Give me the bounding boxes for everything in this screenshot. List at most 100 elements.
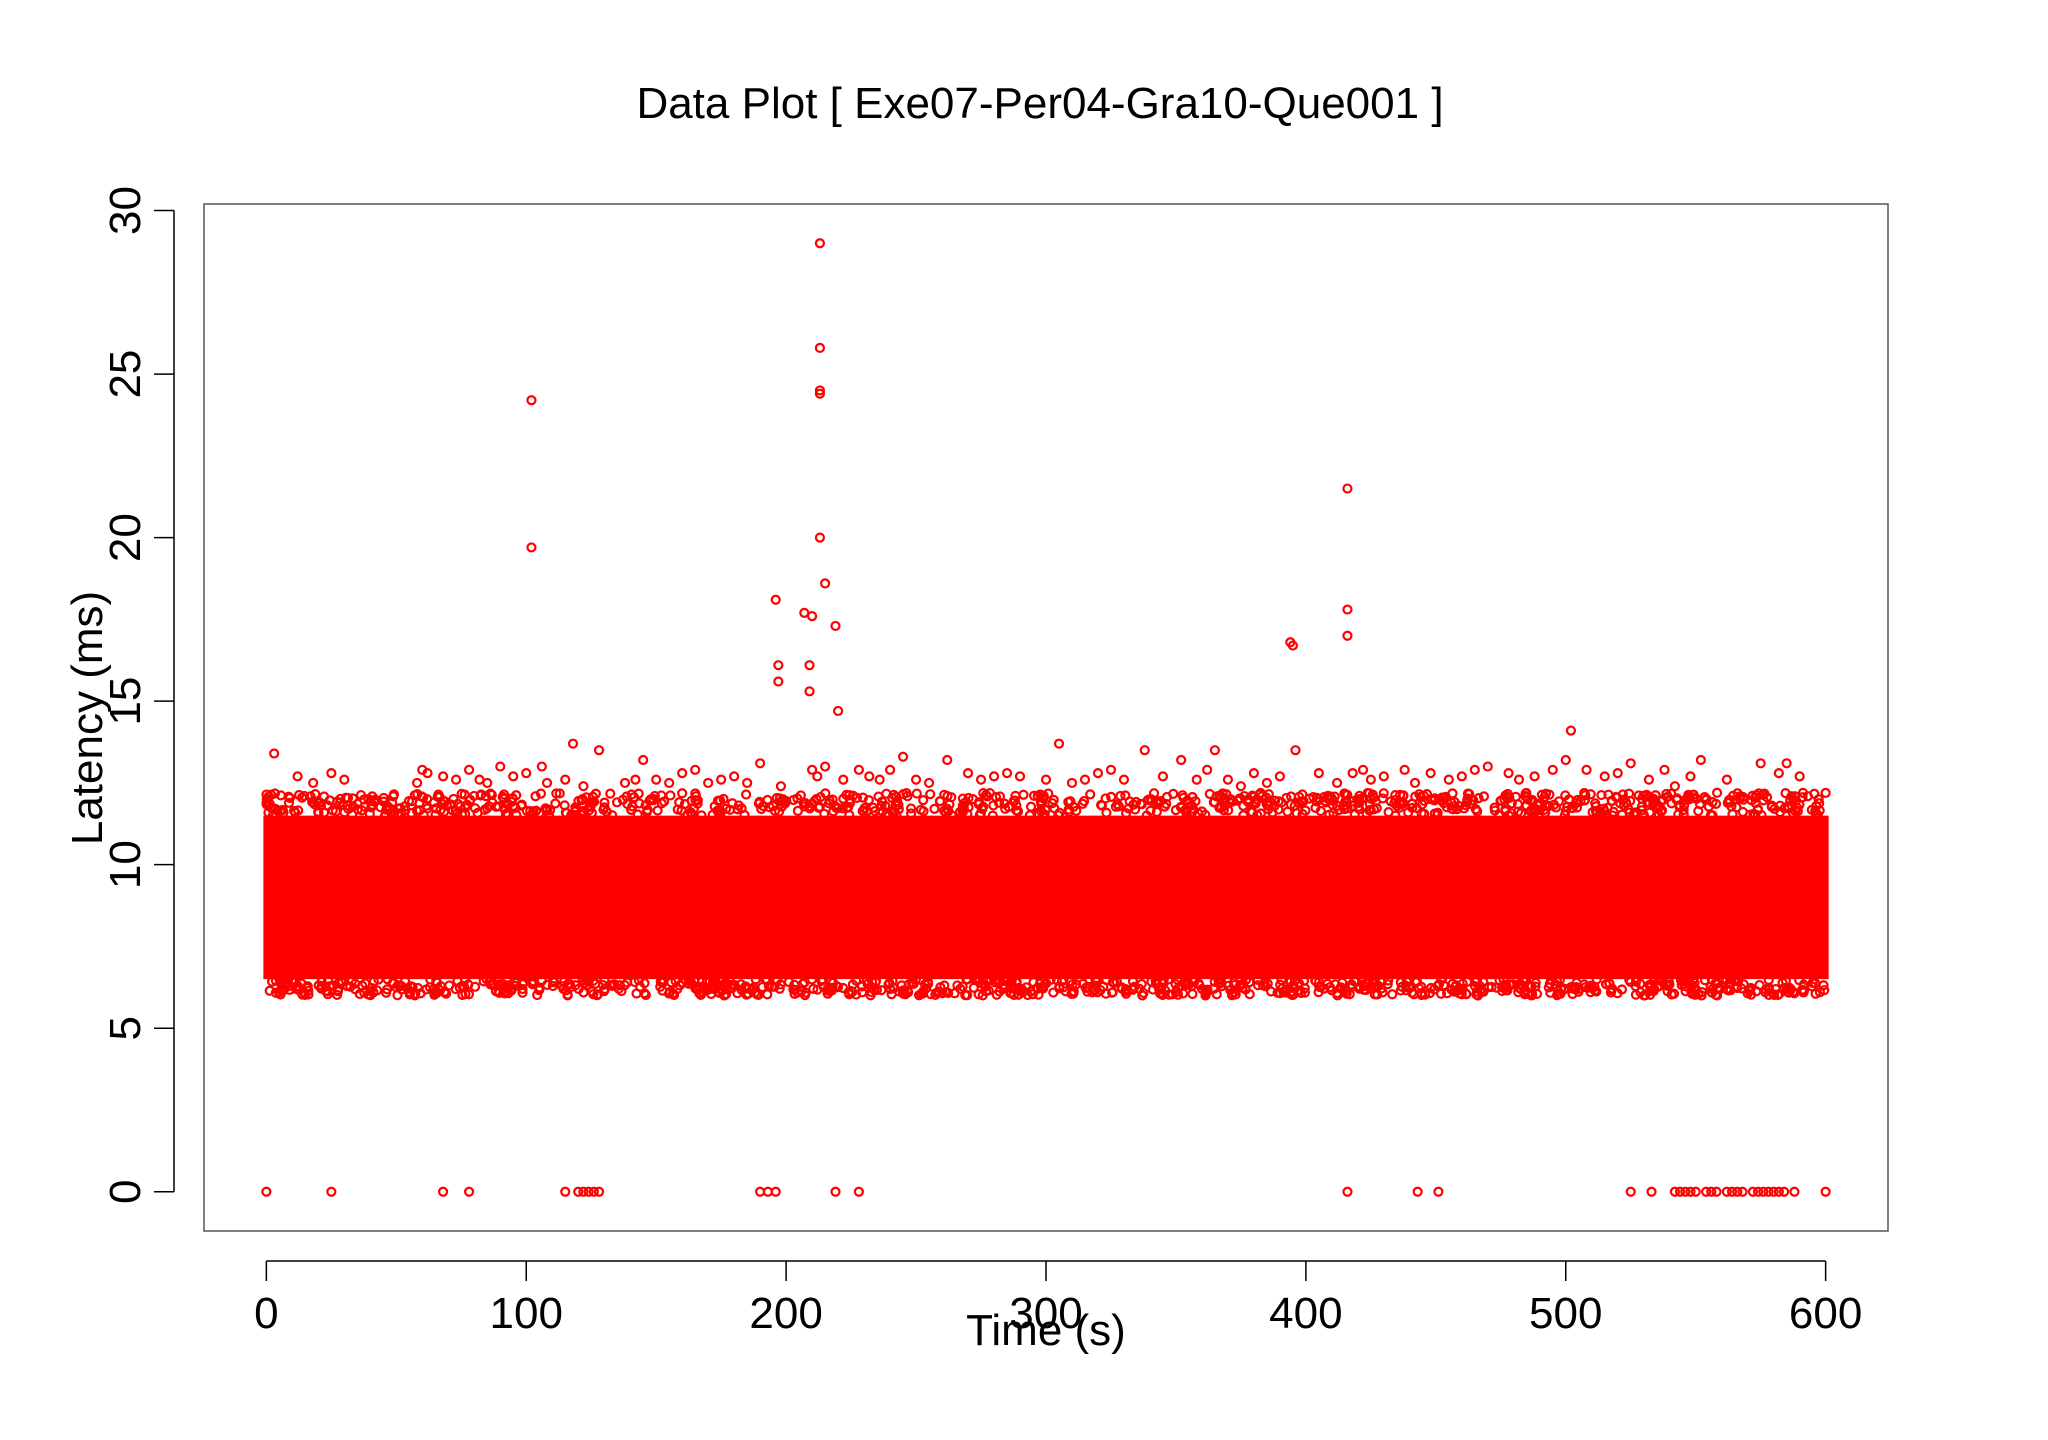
band-fringe-point xyxy=(1763,989,1774,1000)
band-fringe-point xyxy=(1158,978,1169,989)
band-fringe-point xyxy=(1462,788,1474,799)
band-fringe-point xyxy=(1476,986,1487,997)
data-point xyxy=(1773,768,1784,779)
band-fringe-point xyxy=(527,977,538,989)
data-point xyxy=(1105,764,1117,775)
band-fringe-point xyxy=(1596,809,1607,820)
band-fringe-point xyxy=(1580,790,1591,801)
band-fringe-point xyxy=(415,988,426,999)
band-fringe-point xyxy=(483,801,495,812)
band-fringe-point xyxy=(1813,794,1824,805)
band-fringe-point xyxy=(851,792,863,803)
band-fringe-point xyxy=(876,800,887,811)
data-point xyxy=(1313,768,1324,779)
data-point xyxy=(1399,764,1410,775)
band-fringe-point xyxy=(822,988,833,999)
band-fringe-point xyxy=(1354,804,1365,815)
data-point xyxy=(1513,774,1525,785)
scatter-points xyxy=(261,238,1831,1197)
band-fringe-point xyxy=(554,788,565,799)
band-fringe-point xyxy=(1617,789,1629,800)
band-fringe-point xyxy=(648,795,659,806)
band-fringe-point xyxy=(1551,990,1563,1001)
band-fringe-point xyxy=(1240,984,1251,995)
data-point xyxy=(1176,754,1187,766)
band-fringe-point xyxy=(548,975,559,986)
band-fringe-point xyxy=(998,979,1009,991)
plot-frame xyxy=(203,203,1889,1232)
band-fringe-point xyxy=(1452,985,1464,996)
band-fringe-point xyxy=(946,792,957,803)
band-fringe-point xyxy=(349,984,361,995)
band-fringe-point xyxy=(682,809,693,820)
band-fringe-point xyxy=(817,975,829,986)
data-point xyxy=(1235,781,1247,792)
band-fringe-point xyxy=(587,791,598,802)
band-fringe-point xyxy=(1419,808,1430,819)
band-fringe-point xyxy=(905,808,917,819)
band-fringe-point xyxy=(313,808,324,819)
x-axis-label: Time (s) xyxy=(966,1306,1126,1355)
data-point xyxy=(1014,771,1026,782)
data-point xyxy=(437,1186,449,1197)
band-fringe-point xyxy=(641,806,652,817)
band-fringe-point xyxy=(278,984,289,996)
band-fringe-point xyxy=(626,804,637,816)
band-fringe-point xyxy=(975,808,986,819)
band-fringe-point xyxy=(634,798,645,809)
band-fringe-point xyxy=(1228,977,1240,988)
band-fringe-point xyxy=(340,792,352,803)
band-fringe-point xyxy=(1763,974,1774,986)
band-fringe-point xyxy=(1296,796,1307,807)
data-point xyxy=(261,1186,272,1197)
band-fringe-point xyxy=(789,979,800,990)
band-fringe-point xyxy=(359,987,370,998)
band-fringe-point xyxy=(297,989,308,1000)
data-point xyxy=(1342,604,1353,615)
band-fringe-point xyxy=(1724,978,1735,989)
band-fringe-point xyxy=(1416,981,1427,992)
data-point xyxy=(1118,774,1130,785)
band-fringe-point xyxy=(955,983,966,994)
band-fringe-point xyxy=(925,789,936,800)
band-fringe-point xyxy=(863,795,874,806)
band-fringe-point xyxy=(1532,798,1543,810)
band-fringe-point xyxy=(1615,798,1626,809)
band-fringe-point xyxy=(1066,988,1077,999)
band-fringe-point xyxy=(392,990,403,1001)
band-fringe-point xyxy=(1378,788,1389,799)
band-fringe-point xyxy=(1193,978,1204,989)
band-fringe-point xyxy=(736,803,747,814)
band-fringe-point xyxy=(395,802,406,814)
band-fringe-point xyxy=(1812,809,1823,820)
band-fringe-point xyxy=(1167,989,1178,1000)
band-fringe-point xyxy=(562,989,573,1000)
band-fringe-point xyxy=(1600,979,1612,990)
data-point xyxy=(690,764,701,775)
data-point xyxy=(1773,1186,1784,1197)
band-fringe-point xyxy=(911,788,922,799)
data-point xyxy=(578,1186,589,1197)
band-fringe-point xyxy=(1211,989,1222,1000)
band-fringe-point xyxy=(485,788,496,799)
data-point xyxy=(1763,1186,1774,1197)
band-fringe-point xyxy=(1202,984,1213,995)
band-fringe-point xyxy=(1522,988,1534,999)
band-fringe-point xyxy=(540,803,551,814)
x-tick-label: 500 xyxy=(1529,1289,1602,1338)
data-point xyxy=(1669,781,1681,792)
band-fringe-point xyxy=(1546,974,1557,985)
band-fringe-point xyxy=(857,987,868,998)
band-fringe-point xyxy=(1147,984,1159,995)
data-point xyxy=(588,1186,599,1197)
band-fringe-point xyxy=(1679,800,1690,811)
band-fringe-point xyxy=(893,986,905,997)
band-fringe-point xyxy=(1045,974,1056,985)
band-fringe-point xyxy=(1265,986,1277,997)
data-point xyxy=(1248,768,1260,779)
band-fringe-point xyxy=(1465,798,1476,809)
data-point xyxy=(1001,768,1013,779)
band-fringe-point xyxy=(963,792,974,804)
band-fringe-point xyxy=(1047,798,1058,809)
band-fringe-point xyxy=(599,797,610,808)
